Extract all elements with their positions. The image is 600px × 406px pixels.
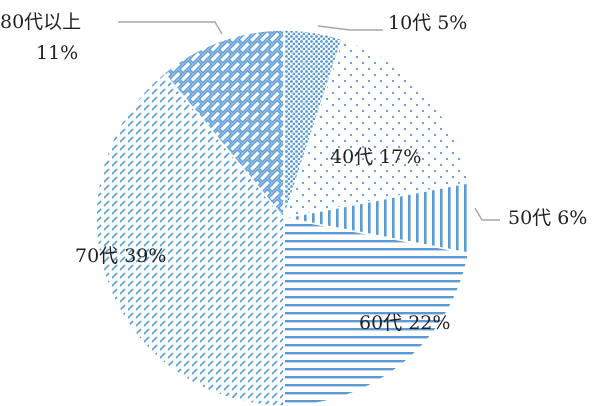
leader-line-2 (474, 207, 500, 221)
slice-label-0: 10代 5% (388, 12, 467, 34)
pie-slice-3 (283, 217, 470, 406)
pie-slice-1 (282, 38, 470, 220)
pie-slice-4 (95, 72, 285, 406)
slice-label-2: 50代 6% (508, 207, 587, 229)
slice-label-3: 60代 22% (359, 312, 450, 334)
pie-slices (95, 29, 473, 406)
leader-lines (118, 21, 500, 221)
leader-line-0 (317, 25, 383, 31)
slice-label-4: 70代 39% (75, 245, 166, 267)
slice-labels: 10代 5% 40代 17% 50代 6% 60代 22% 70代 39% 80代以上 11… (0, 11, 587, 334)
slice-label-5: 80代以上 (0, 11, 81, 33)
slice-label-1: 40代 17% (330, 146, 421, 168)
leader-line-5 (118, 21, 223, 35)
pie-slice-5 (163, 29, 285, 221)
slice-percent-5: 11% (36, 42, 78, 64)
